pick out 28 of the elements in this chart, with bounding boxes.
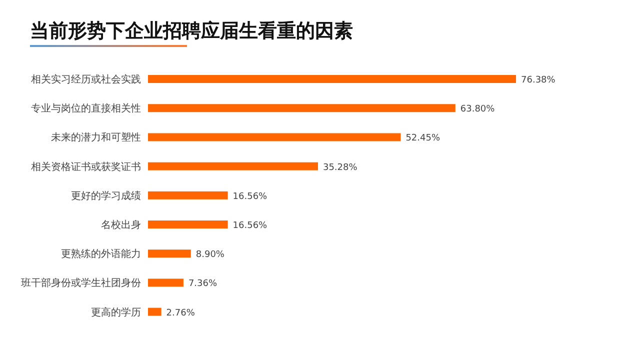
bar <box>148 278 184 287</box>
y-tick-label: 专业与岗位的直接相关性 <box>31 102 141 115</box>
data-label: 52.45% <box>406 134 440 144</box>
y-tick-label: 未来的潜力和可塑性 <box>51 132 141 144</box>
data-label: 2.76% <box>166 308 196 318</box>
data-label: 8.90% <box>196 250 225 260</box>
data-label: 16.56% <box>232 221 268 231</box>
y-tick-label: 名校出身 <box>101 219 141 231</box>
y-tick-label: 更好的学习成绩 <box>71 190 141 202</box>
bar <box>148 220 228 228</box>
data-label: 76.38% <box>521 76 556 86</box>
chart-title: 当前形势下企业招聘应届生看重的因素 <box>30 20 353 42</box>
y-tick-label: 班干部身份或学生社团身份 <box>21 277 141 290</box>
data-label: 7.36% <box>188 279 218 290</box>
y-tick-label: 更高的学历 <box>91 306 141 318</box>
bar <box>148 308 162 316</box>
bar <box>148 191 228 200</box>
bar <box>148 104 456 112</box>
bar <box>148 75 516 83</box>
bar <box>148 250 191 258</box>
data-label: 16.56% <box>232 192 268 202</box>
data-label: 35.28% <box>322 162 358 173</box>
y-tick-label: 更熟练的外语能力 <box>61 248 141 260</box>
bar <box>148 133 401 142</box>
y-tick-label: 相关资格证书或获奖证书 <box>31 160 141 173</box>
y-tick-label: 相关实习经历或社会实践 <box>31 74 141 86</box>
bar <box>148 162 318 170</box>
data-label: 63.80% <box>460 104 496 115</box>
